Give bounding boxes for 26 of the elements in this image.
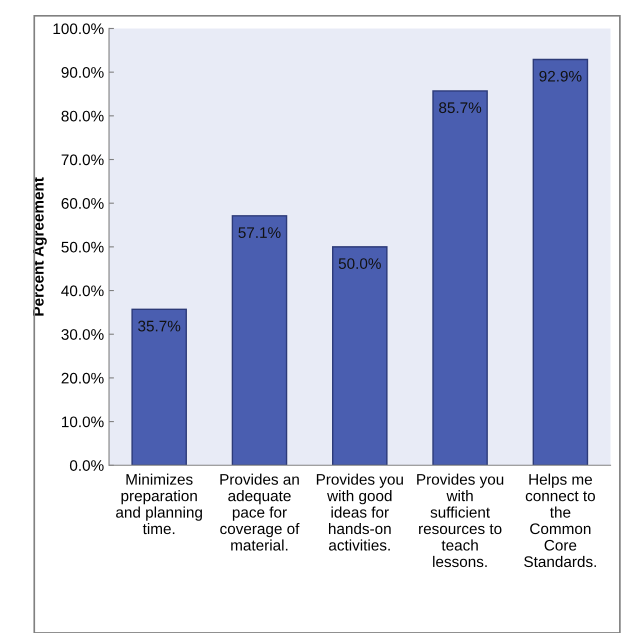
x-tick-label: Provides you with good ideas for hands-on activities. — [316, 474, 403, 551]
bar — [232, 215, 288, 466]
bar — [332, 246, 388, 466]
data-label: 50.0% — [338, 258, 381, 270]
y-tick-label: 10.0% — [62, 416, 104, 428]
y-tick-label: 100.0% — [54, 23, 104, 34]
bar — [532, 58, 588, 466]
y-tick-label: 0.0% — [70, 460, 104, 471]
bar — [432, 90, 488, 466]
y-tick-label: 80.0% — [62, 110, 104, 122]
y-tick-label: 50.0% — [61, 242, 104, 253]
y-tick-label: 20.0% — [62, 372, 104, 384]
data-label: 57.1% — [238, 227, 281, 238]
y-tick-label: 60.0% — [62, 198, 104, 209]
data-label: 92.9% — [539, 70, 582, 82]
y-tick-label: 40.0% — [61, 285, 104, 296]
data-label: 85.7% — [439, 102, 482, 114]
x-tick-label: Minimizes preparation and planning time. — [116, 474, 202, 534]
x-tick-label: Provides an adequate pace for coverage of material. — [220, 474, 300, 551]
y-tick-label: 90.0% — [62, 67, 104, 78]
x-tick-label: Helps me connect to the Common Core Standards. — [524, 474, 596, 568]
y-tick-label: 70.0% — [62, 154, 104, 166]
bar — [131, 308, 187, 466]
y-tick-label: 30.0% — [61, 329, 104, 340]
x-tick-label: Provides you with sufficient resources to teach lessons. — [417, 474, 504, 568]
data-label: 35.7% — [138, 320, 180, 332]
